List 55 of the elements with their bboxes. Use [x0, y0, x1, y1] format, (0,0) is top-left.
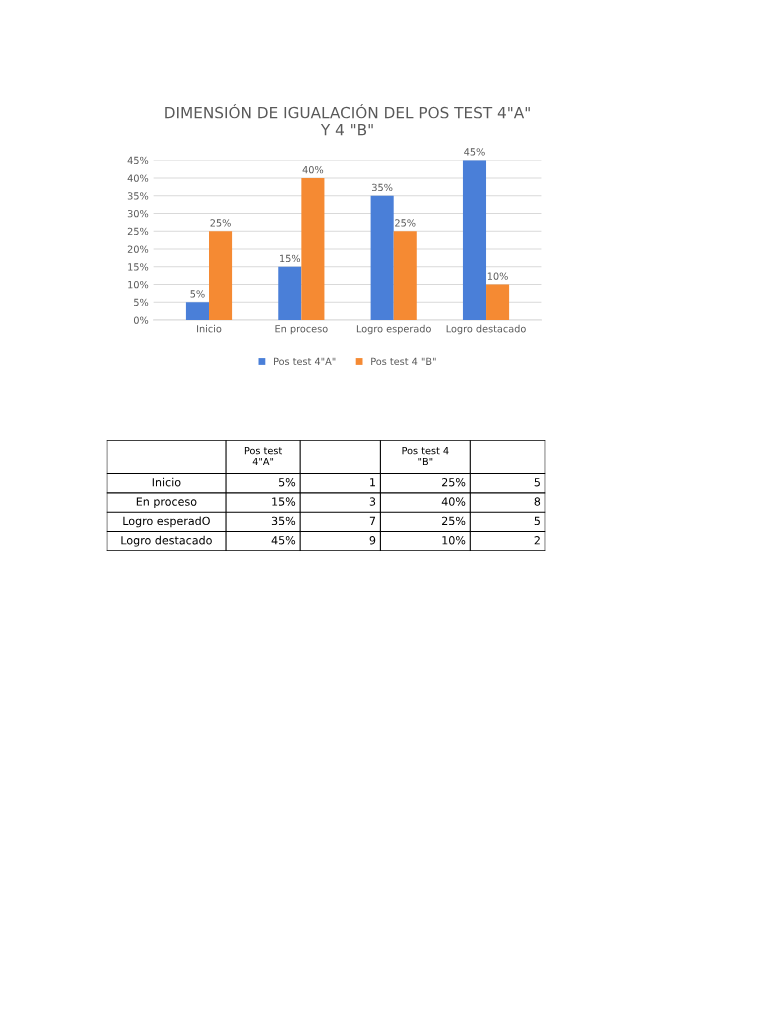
bar — [185, 302, 210, 320]
data-label: 45% — [464, 148, 485, 156]
x-tick-label: Logro esperado — [356, 324, 431, 335]
text: 9 — [369, 536, 376, 545]
category-label: Pos test 4 "B" — [402, 447, 449, 466]
data-label: 15% — [280, 254, 301, 263]
category-label: Logro destacado — [121, 535, 212, 547]
text: 2 — [534, 536, 540, 545]
category-label: Pos test 4"A" — [244, 447, 282, 466]
x-tick-label: En proceso — [275, 325, 328, 335]
text: 35% — [271, 516, 296, 526]
text: 3 — [369, 497, 376, 506]
y-tick-label: 20% — [127, 245, 149, 253]
data-label: 35% — [372, 183, 393, 192]
data-label: 10% — [487, 272, 508, 280]
category-label: En proceso — [136, 497, 197, 508]
text: 10% — [442, 536, 466, 545]
data-label: 25% — [395, 219, 416, 227]
bar — [209, 231, 233, 320]
text: 8 — [534, 497, 541, 506]
data-label: 40% — [302, 165, 324, 174]
text: 5 — [534, 478, 540, 487]
bar — [462, 160, 487, 320]
legend-label: Pos test 4 "B" — [371, 357, 436, 366]
y-tick-label: 10% — [128, 280, 149, 289]
y-tick-label: 35% — [127, 192, 149, 200]
category-label: Inicio — [152, 477, 181, 487]
text: 25% — [442, 516, 466, 526]
data-label: 25% — [210, 219, 231, 227]
text: 7 — [369, 516, 376, 525]
category-label: Logro esperadO — [123, 516, 210, 528]
text: 1 — [370, 478, 375, 487]
y-tick-label: 5% — [134, 298, 149, 307]
y-tick-label: 25% — [127, 227, 149, 236]
bar — [370, 195, 394, 320]
y-tick-label: 45% — [127, 156, 149, 165]
text: 40% — [441, 497, 466, 506]
y-tick-label: 40% — [127, 174, 149, 182]
y-tick-label: 30% — [127, 209, 149, 218]
data-label: 5% — [190, 290, 205, 298]
bar — [278, 266, 302, 320]
text: 25% — [442, 477, 466, 487]
y-tick-label: 15% — [128, 263, 149, 271]
text: 5% — [278, 477, 296, 487]
x-tick-label: Inicio — [197, 324, 222, 333]
y-tick-label: 0% — [133, 316, 149, 324]
text: 5 — [534, 516, 540, 526]
chart-title: DIMENSIÓN DE IGUALACIÓN DEL POS TEST 4"A" Y 4 "B" — [165, 104, 530, 136]
legend-label: Pos test 4"A" — [274, 357, 336, 366]
x-tick-label: Logro destacado — [446, 324, 526, 335]
text: 15% — [272, 497, 296, 506]
text: 45% — [271, 536, 296, 545]
bar — [486, 284, 510, 320]
bar — [301, 178, 325, 320]
bar — [393, 231, 417, 320]
